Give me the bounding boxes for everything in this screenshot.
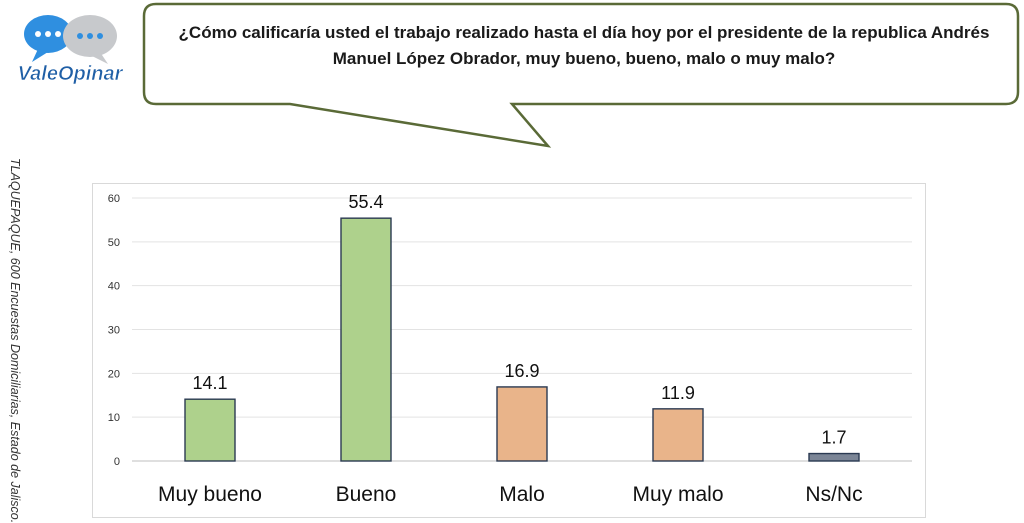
chart-frame — [92, 183, 926, 518]
data-label: 55.4 — [348, 192, 383, 212]
x-tick-label: Muy malo — [632, 483, 723, 506]
y-tick-label: 30 — [108, 325, 120, 337]
data-label: 11.9 — [661, 383, 695, 403]
x-tick-label: Muy bueno — [158, 483, 262, 506]
logo-text: ValeOpinar — [18, 63, 124, 85]
data-label: 1.7 — [821, 428, 846, 448]
survey-note-text: TLAQUEPAQUE, 600 Encuestas Domiciliarias… — [8, 158, 22, 523]
y-tick-label: 20 — [108, 368, 120, 380]
bar-chart: 0 10 20 30 40 50 60 14.1 55.4 16.9 11.9 1.7 Muy bu… — [92, 183, 926, 518]
x-tick-label: Bueno — [336, 483, 397, 506]
bar — [496, 386, 548, 462]
x-tick-label: Ns/Nc — [805, 483, 862, 506]
bar — [652, 408, 704, 462]
bar — [184, 398, 236, 462]
bar — [808, 452, 860, 462]
y-tick-label: 0 — [114, 456, 120, 468]
y-tick-label: 60 — [108, 193, 120, 205]
x-tick-label: Malo — [499, 483, 545, 506]
question-text: ¿Cómo calificaría usted el trabajo reali… — [150, 20, 1018, 72]
question-bubble — [142, 2, 1020, 148]
y-tick-label: 50 — [108, 237, 120, 249]
data-label: 14.1 — [192, 373, 227, 393]
chat-bubbles-icon — [24, 15, 117, 64]
bar — [340, 217, 392, 462]
valeopinar-logo: ValeOpinar — [17, 15, 124, 85]
question-line-2: Manuel López Obrador, muy bueno, bueno, … — [332, 49, 836, 68]
y-tick-label: 40 — [108, 281, 120, 293]
y-tick-label: 10 — [108, 412, 120, 424]
data-label: 16.9 — [504, 361, 539, 381]
survey-note: TLAQUEPAQUE, 600 Encuestas Domiciliarias… — [2, 158, 24, 523]
question-line-1: ¿Cómo calificaría usted el trabajo reali… — [178, 23, 990, 42]
